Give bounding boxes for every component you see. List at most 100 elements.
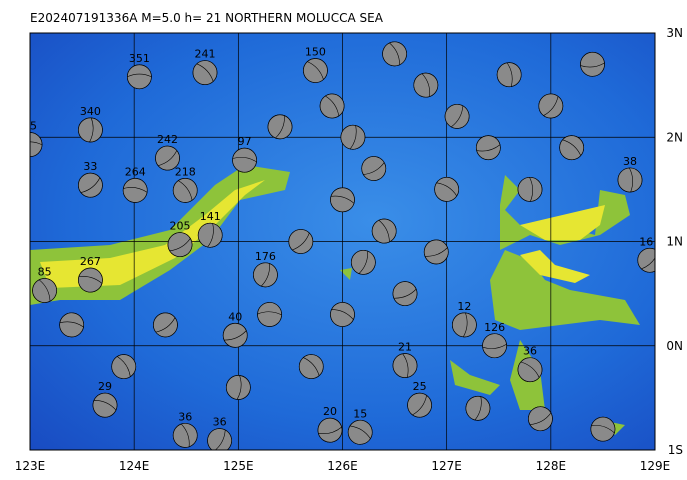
focal-mechanism — [32, 278, 57, 303]
focal-mechanism — [222, 322, 248, 348]
focal-mechanism — [303, 58, 328, 83]
lon-tick-label: 124E — [119, 459, 150, 473]
compressional-quadrant — [226, 375, 242, 400]
compressional-quadrant — [32, 279, 51, 303]
depth-label: 340 — [80, 105, 101, 118]
compressional-quadrant — [207, 428, 226, 450]
lon-tick-label: 123E — [15, 459, 46, 473]
compressional-quadrant — [538, 93, 559, 116]
compressional-quadrant — [452, 312, 468, 338]
depth-label: 242 — [157, 133, 178, 146]
compressional-quadrant — [330, 309, 354, 327]
compressional-quadrant — [413, 73, 431, 98]
depth-label: 205 — [170, 220, 191, 233]
focal-mechanism — [78, 172, 103, 198]
halmahera-highland — [520, 205, 605, 283]
compressional-quadrant — [153, 312, 176, 333]
depth-label: 20 — [323, 405, 337, 418]
compressional-quadrant — [330, 195, 355, 213]
depth-label: 150 — [305, 46, 326, 59]
focal-mechanism — [413, 72, 439, 98]
compressional-quadrant — [444, 104, 464, 128]
focal-mechanism — [637, 247, 655, 273]
compressional-quadrant — [590, 424, 615, 442]
compressional-quadrant — [197, 222, 214, 248]
focal-mechanism — [78, 267, 103, 293]
depth-label: 126 — [484, 321, 505, 334]
compressional-quadrant — [192, 63, 214, 85]
depth-label: 97 — [238, 135, 252, 148]
compressional-quadrant — [617, 167, 633, 193]
focal-mechanism — [319, 93, 345, 119]
focal-mechanism — [298, 354, 324, 380]
compressional-quadrant — [172, 180, 193, 203]
focal-mechanism — [155, 145, 180, 171]
depth-label: 25 — [413, 380, 427, 393]
compressional-quadrant — [392, 353, 409, 378]
compressional-quadrant — [517, 177, 533, 202]
compressional-quadrant — [257, 311, 282, 327]
compressional-quadrant — [172, 423, 190, 448]
depth-label: 21 — [398, 341, 412, 354]
focal-mechanism — [496, 62, 522, 88]
lon-tick-label: 129E — [640, 459, 671, 473]
compressional-quadrant — [232, 156, 257, 173]
depth-label: 85 — [38, 265, 52, 278]
focal-mechanism — [92, 392, 118, 418]
depth-label: 267 — [80, 255, 101, 268]
focal-mechanism — [253, 262, 278, 288]
compressional-quadrant — [288, 229, 310, 251]
axis-labels: 123E 124E 125E 126E 127E 128E 129E 3N 2N 1N 0N 1S — [15, 26, 683, 473]
focal-mechanism — [517, 176, 543, 202]
compressional-quadrant — [496, 62, 513, 87]
focal-mechanism — [330, 187, 355, 213]
focal-mechanism — [475, 135, 501, 161]
compressional-quadrant — [392, 281, 417, 299]
focal-mechanism — [207, 428, 232, 450]
focal-mechanism — [392, 281, 418, 307]
lon-tick-label: 125E — [223, 459, 254, 473]
focal-mechanism — [347, 419, 373, 445]
compressional-quadrant — [476, 135, 501, 152]
compressional-quadrant — [78, 172, 101, 193]
focal-mechanism — [423, 239, 449, 265]
compressional-quadrant — [30, 141, 43, 157]
compressional-quadrant — [122, 187, 148, 203]
compressional-quadrant — [78, 276, 103, 293]
compressional-quadrant — [298, 357, 320, 379]
depth-label: 161 — [639, 235, 660, 248]
focal-mechanism — [167, 232, 193, 258]
focal-mechanism — [444, 104, 470, 129]
sulawesi-highland — [40, 180, 265, 288]
focal-mechanism — [617, 167, 643, 193]
focal-mechanism — [111, 354, 137, 380]
focal-mechanism — [465, 395, 491, 421]
compressional-quadrant — [92, 399, 117, 418]
lon-tick-label: 126E — [327, 459, 358, 473]
focal-mechanism — [225, 375, 251, 400]
focal-mechanism — [192, 60, 218, 86]
depth-label: 15 — [353, 407, 367, 420]
compressional-quadrant — [303, 61, 324, 83]
focal-mechanism — [580, 51, 605, 77]
compressional-quadrant — [580, 52, 605, 68]
compressional-quadrant — [559, 139, 582, 160]
depth-label: 264 — [125, 165, 146, 178]
focal-mechanisms: 351 241 340 242 97 218 141 205 267 85 176 40 29 36 36 2… — [30, 41, 660, 450]
focal-mechanism — [482, 333, 507, 359]
compressional-quadrant — [517, 361, 540, 383]
compressional-quadrant — [155, 145, 178, 166]
compressional-quadrant — [317, 417, 342, 435]
focal-mechanism — [172, 178, 198, 203]
focal-mechanism — [317, 417, 343, 443]
depth-label: 36 — [523, 345, 537, 358]
focal-mechanism — [172, 423, 198, 448]
compressional-quadrant — [424, 239, 448, 257]
focal-mechanism — [78, 117, 103, 143]
focal-mechanism — [330, 302, 355, 327]
lat-tick-label: 1N — [666, 235, 683, 249]
depth-label: 176 — [255, 250, 276, 263]
compressional-quadrant — [111, 356, 131, 379]
compressional-quadrant — [222, 323, 247, 341]
